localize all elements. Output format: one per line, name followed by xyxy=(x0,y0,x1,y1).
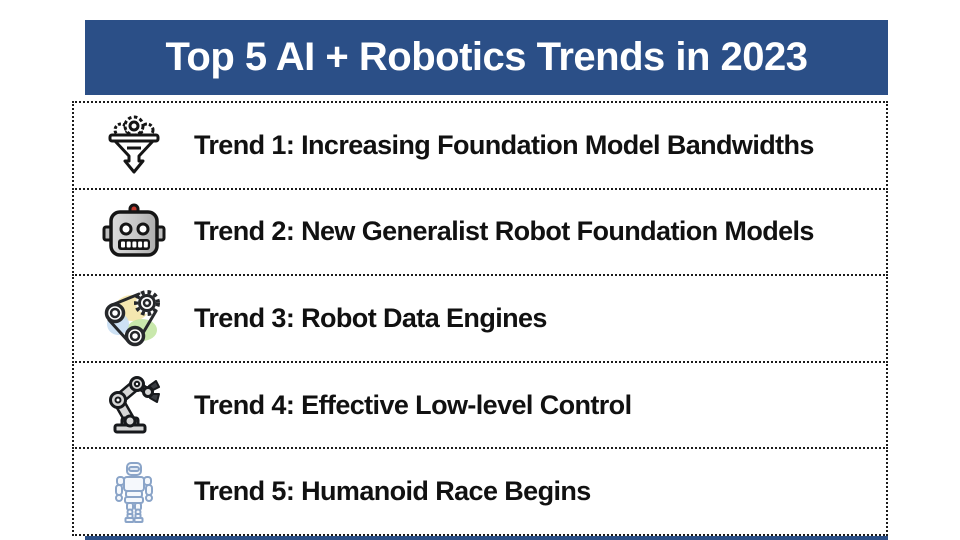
trend-label: Trend 4: Effective Low-level Control xyxy=(194,389,632,420)
bottom-accent-bar xyxy=(85,536,888,540)
trend-label: Trend 1: Increasing Foundation Model Ban… xyxy=(194,129,814,160)
trend-row-1: Trend 1: Increasing Foundation Model Ban… xyxy=(72,101,888,190)
trend-list: Trend 1: Increasing Foundation Model Ban… xyxy=(72,101,888,536)
trend-row-2: Trend 2: New Generalist Robot Foundation… xyxy=(72,187,888,277)
gear-belt-engine-icon xyxy=(102,286,166,350)
trend-label: Trend 2: New Generalist Robot Foundation… xyxy=(194,216,814,247)
trend-row-4: Trend 4: Effective Low-level Control xyxy=(72,360,888,450)
robot-arm-icon xyxy=(102,373,166,437)
slide-title: Top 5 AI + Robotics Trends in 2023 xyxy=(165,35,808,79)
trend-label: Trend 3: Robot Data Engines xyxy=(194,302,547,333)
title-banner: Top 5 AI + Robotics Trends in 2023 xyxy=(85,20,888,95)
trend-row-3: Trend 3: Robot Data Engines xyxy=(72,274,888,363)
trend-label: Trend 5: Humanoid Race Begins xyxy=(194,476,591,507)
funnel-gears-icon xyxy=(102,113,166,177)
robot-head-icon xyxy=(102,200,166,264)
trend-row-5: Trend 5: Humanoid Race Begins xyxy=(72,447,888,536)
humanoid-robot-icon xyxy=(102,460,166,524)
